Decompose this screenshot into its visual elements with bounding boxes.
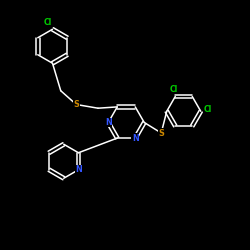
Text: N: N [105,118,112,127]
Text: N: N [132,134,138,142]
Text: Cl: Cl [170,84,178,94]
Text: N: N [75,165,82,174]
Text: S: S [158,128,164,138]
Text: Cl: Cl [44,18,52,27]
Text: S: S [73,100,79,109]
Text: Cl: Cl [204,106,212,114]
